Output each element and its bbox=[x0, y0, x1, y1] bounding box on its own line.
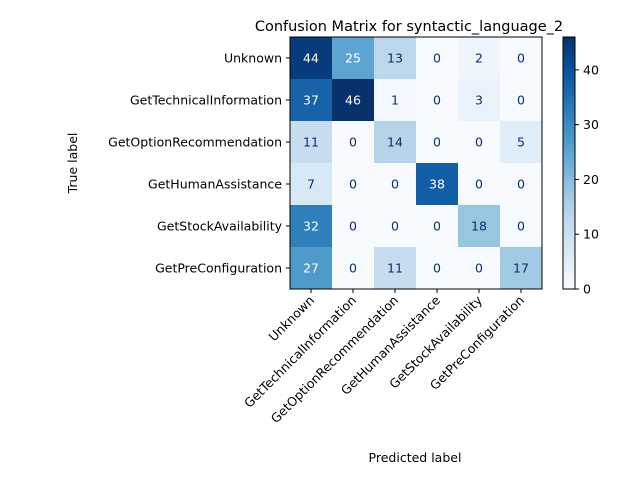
colorbar-tick-label: 0 bbox=[583, 282, 591, 297]
heatmap-cell bbox=[458, 79, 500, 121]
cell-value-label: 0 bbox=[349, 261, 357, 276]
cell-value-label: 27 bbox=[303, 261, 319, 276]
cell-value-label: 0 bbox=[475, 177, 483, 192]
cell-value-label: 11 bbox=[303, 135, 319, 150]
cell-value-label: 14 bbox=[387, 135, 403, 150]
heatmap-cell bbox=[374, 163, 416, 205]
heatmap-cell bbox=[332, 79, 374, 121]
heatmap-cell bbox=[458, 37, 500, 79]
heatmap-cell bbox=[332, 205, 374, 247]
cell-value-label: 0 bbox=[517, 93, 525, 108]
cell-value-label: 32 bbox=[303, 219, 319, 234]
heatmap-cell bbox=[458, 121, 500, 163]
heatmap-cell bbox=[290, 37, 332, 79]
heatmap-cell bbox=[458, 247, 500, 289]
heatmap-cell bbox=[416, 247, 458, 289]
heatmap-cell bbox=[290, 121, 332, 163]
colorbar-tick-label: 30 bbox=[583, 117, 599, 132]
cell-value-label: 0 bbox=[433, 51, 441, 66]
heatmap-cell bbox=[500, 247, 542, 289]
cell-value-label: 0 bbox=[517, 51, 525, 66]
heatmap-cell bbox=[290, 205, 332, 247]
heatmap-cell bbox=[458, 163, 500, 205]
cell-value-label: 0 bbox=[391, 177, 399, 192]
colorbar-tick-label: 20 bbox=[583, 172, 599, 187]
y-tick-label: GetTechnicalInformation bbox=[130, 93, 282, 108]
cell-value-label: 44 bbox=[303, 51, 319, 66]
cell-value-label: 0 bbox=[517, 219, 525, 234]
cell-value-label: 38 bbox=[429, 177, 445, 192]
cell-value-label: 7 bbox=[307, 177, 315, 192]
heatmap-cell bbox=[500, 37, 542, 79]
cell-value-label: 0 bbox=[433, 135, 441, 150]
heatmap-cell bbox=[374, 121, 416, 163]
cell-value-label: 3 bbox=[475, 93, 483, 108]
heatmap-cell bbox=[500, 79, 542, 121]
x-axis-title: Predicted label bbox=[369, 450, 462, 465]
heatmap-cell bbox=[332, 37, 374, 79]
cell-value-label: 2 bbox=[475, 51, 483, 66]
cell-value-label: 46 bbox=[345, 93, 361, 108]
plot-frame bbox=[289, 36, 543, 290]
y-tick-label: GetStockAvailability bbox=[157, 219, 283, 234]
heatmap-cell bbox=[374, 37, 416, 79]
heatmap-cell bbox=[374, 205, 416, 247]
cell-value-label: 0 bbox=[433, 219, 441, 234]
cell-value-label: 0 bbox=[391, 219, 399, 234]
cell-value-label: 0 bbox=[475, 261, 483, 276]
y-axis-ticks: Unknown GetTechnicalInformation GetOptionR… bbox=[108, 51, 290, 276]
cell-value-label: 0 bbox=[433, 261, 441, 276]
heatmap-cell bbox=[500, 121, 542, 163]
heatmap-cell bbox=[290, 247, 332, 289]
cell-value-label: 25 bbox=[345, 51, 361, 66]
heatmap-cell bbox=[290, 79, 332, 121]
cell-value-label: 18 bbox=[471, 219, 487, 234]
cell-value-label: 0 bbox=[517, 177, 525, 192]
heatmap-cell bbox=[416, 163, 458, 205]
heatmap-cell bbox=[290, 163, 332, 205]
heatmap-cell bbox=[332, 163, 374, 205]
heatmap-cell bbox=[416, 121, 458, 163]
heatmap-cell bbox=[416, 79, 458, 121]
cell-value-label: 0 bbox=[349, 177, 357, 192]
heatmap-cells: 44 25 13 0 2 0 37 46 1 0 3 0 11 0 14 0 0 5 7 0 0 38 0 0 32 0 0 0 18 0… bbox=[290, 37, 542, 289]
colorbar-ticks: 0 10 20 30 40 bbox=[575, 62, 599, 297]
heatmap-cell bbox=[332, 121, 374, 163]
cell-value-label: 5 bbox=[517, 135, 525, 150]
heatmap-cell bbox=[458, 205, 500, 247]
cell-value-label: 0 bbox=[433, 93, 441, 108]
y-axis-title: True label bbox=[65, 133, 80, 195]
cell-value-label: 11 bbox=[387, 261, 403, 276]
heatmap-cell bbox=[500, 163, 542, 205]
y-tick-label: Unknown bbox=[224, 51, 282, 66]
y-tick-label: GetPreConfiguration bbox=[155, 261, 282, 276]
colorbar bbox=[562, 36, 576, 290]
cell-value-label: 17 bbox=[513, 261, 529, 276]
cell-value-label: 0 bbox=[475, 135, 483, 150]
cell-value-label: 0 bbox=[349, 135, 357, 150]
cell-value-label: 0 bbox=[349, 219, 357, 234]
heatmap-cell bbox=[374, 247, 416, 289]
heatmap-cell bbox=[332, 247, 374, 289]
heatmap-cell bbox=[374, 79, 416, 121]
cell-value-label: 37 bbox=[303, 93, 319, 108]
colorbar-tick-label: 10 bbox=[583, 227, 599, 242]
cell-value-label: 1 bbox=[391, 93, 399, 108]
y-tick-label: GetOptionRecommendation bbox=[108, 135, 282, 150]
chart-title: Confusion Matrix for syntactic_language_… bbox=[255, 19, 563, 35]
cell-value-label: 13 bbox=[387, 51, 403, 66]
heatmap-cell bbox=[500, 205, 542, 247]
colorbar-tick-label: 40 bbox=[583, 62, 599, 77]
heatmap-cell bbox=[416, 37, 458, 79]
heatmap-cell bbox=[416, 205, 458, 247]
y-tick-label: GetHumanAssistance bbox=[148, 177, 282, 192]
